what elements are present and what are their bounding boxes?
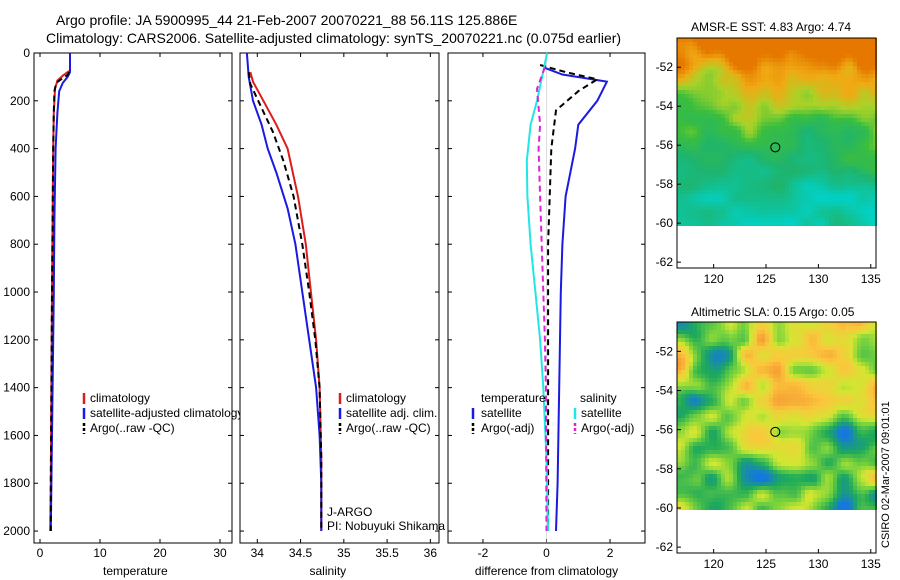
map-y-tick-label: -52 [656,344,674,358]
series-line-temperature [49,53,71,532]
legend-label-salinity: Argo(..raw -QC) [346,421,431,435]
sst-heatmap [677,38,877,226]
series-line-difference [535,66,548,532]
legend-label-salinity: Argo(-adj) [581,421,634,435]
sla-map-title: Altimetric SLA: 0.15 Argo: 0.05 [691,305,855,319]
legend-label-temperature: satellite-adjusted climatology [90,406,243,420]
x-axis-label-difference: difference from climatology [475,564,618,578]
map-y-tick-label: -56 [656,423,674,437]
x-tick-label-salinity: 35.5 [375,546,399,560]
map-y-tick-label: -56 [656,138,674,152]
map-y-tick-label: -54 [656,99,674,113]
legend-group-title-salinity: salinity [580,391,617,405]
y-tick-label-depth: 2000 [3,524,30,538]
y-tick-label-depth: 1200 [3,333,30,347]
map-y-tick-label: -60 [656,501,674,515]
x-tick-label-salinity: 34.5 [289,546,313,560]
x-tick-label-salinity: 36 [424,546,438,560]
annotation-project: J-ARGO [327,505,372,519]
map-x-tick-label: 125 [756,557,776,571]
map-y-tick-label: -52 [656,60,674,74]
panel-frame-salinity [239,52,440,544]
x-tick-label-salinity: 35 [337,546,351,560]
legend-label-salinity: climatology [346,391,406,405]
map-x-tick-label: 125 [756,272,776,286]
legend-label-temperature: Argo(-adj) [481,421,534,435]
map-y-tick-label: -62 [656,255,674,269]
x-axis-label-salinity: salinity [310,564,347,578]
argo-float-marker [770,142,781,153]
series-line-difference [539,64,600,531]
series-line-difference [525,52,550,532]
y-tick-label-depth: 1800 [3,476,30,490]
argo-float-marker [770,426,781,437]
y-tick-label-depth: 800 [10,237,30,251]
legend-label-salinity: satellite [581,406,622,420]
map-x-tick-label: 120 [704,272,724,286]
legend-label-temperature: Argo(..raw -QC) [90,421,175,435]
credit-label: CSIRO 02-Mar-2007 09:01:01 [880,401,892,548]
y-tick-label-depth: 1600 [3,428,30,442]
series-line-difference [542,66,609,532]
sst-map-title: AMSR-E SST: 4.83 Argo: 4.74 [691,20,852,34]
series-line-salinity [245,52,323,531]
map-x-tick-label: 130 [808,272,828,286]
map-y-tick-label: -58 [656,462,674,476]
x-tick-label-temperature: 20 [153,546,167,560]
y-tick-label-depth: 0 [23,46,30,60]
legend-label-temperature: climatology [90,391,150,405]
sla-heatmap [677,322,877,510]
map-y-tick-label: -62 [656,540,674,554]
y-tick-label-depth: 1000 [3,285,30,299]
legend-label-salinity: satellite adj. clim. [346,406,437,420]
annotation-pi: PI: Nobuyuki Shikama [327,519,445,533]
series-line-salinity [247,71,323,531]
x-tick-label-difference: 0 [543,546,550,560]
series-line-salinity [249,71,323,531]
x-tick-label-temperature: 10 [93,546,107,560]
plot-title-line2: Climatology: CARS2006. Satellite-adjuste… [46,30,622,46]
map-y-tick-label: -60 [656,216,674,230]
map-x-tick-label: 135 [861,557,881,571]
map-y-tick-label: -54 [656,384,674,398]
x-tick-label-difference: -2 [478,546,489,560]
map-x-tick-label: 130 [808,557,828,571]
map-frame-sst_map [676,37,877,269]
series-line-temperature [49,71,70,531]
map-y-tick-label: -58 [656,177,674,191]
x-tick-label-temperature: 30 [213,546,227,560]
x-tick-label-temperature: 0 [37,546,44,560]
x-axis-label-temperature: temperature [103,564,168,578]
map-x-tick-label: 120 [704,557,724,571]
y-tick-label-depth: 1400 [3,381,30,395]
map-frame-sla_map [676,321,877,554]
x-tick-label-difference: 2 [607,546,614,560]
legend-group-title-temperature: temperature [481,391,546,405]
y-tick-label-depth: 200 [10,94,30,108]
map-x-tick-label: 135 [861,272,881,286]
y-tick-label-depth: 600 [10,189,30,203]
panel-frame-temperature [33,52,233,544]
legend-label-temperature: satellite [481,406,522,420]
x-tick-label-salinity: 34 [251,546,265,560]
plot-title-line1: Argo profile: JA 5900995_44 21-Feb-2007 … [56,12,518,28]
y-tick-label-depth: 400 [10,142,30,156]
